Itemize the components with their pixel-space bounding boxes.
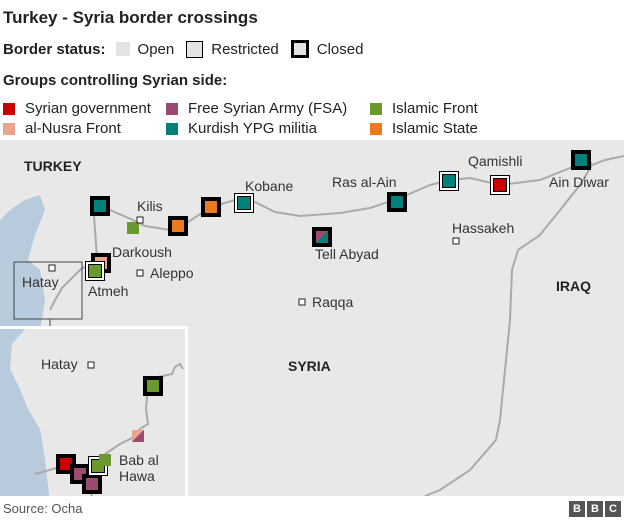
border-crossing-marker[interactable] [99,454,111,466]
place-label-aleppo: Aleppo [150,265,194,281]
inset-label-hatay: Hatay [41,356,78,372]
border-status-label: Border status: [3,40,106,58]
city-marker [298,298,306,306]
legend-swatch [370,102,382,115]
inset-label-bab_al_hawa_2: Hawa [119,468,155,484]
open-label: Open [137,40,175,58]
border-crossing-marker[interactable] [74,468,86,480]
legend-swatch [166,122,178,135]
place-label-raqqa: Raqqa [312,294,354,310]
place-label-hatay: Hatay [22,274,59,290]
legend-swatch [370,122,382,135]
border-crossing-marker[interactable] [147,380,159,392]
city-marker [452,237,460,245]
chart-title: Turkey - Syria border crossings [3,8,258,27]
border-crossing-marker[interactable] [127,222,139,234]
inset-sea [0,329,50,496]
city-marker [87,361,95,369]
border-crossing-marker[interactable] [316,231,328,243]
border-crossing-marker[interactable] [88,264,102,278]
place-label-ain_diwar: Ain Diwar [549,174,609,190]
closed-swatch [290,40,309,58]
legend-label: Islamic Front [392,100,478,117]
place-label-kilis: Kilis [137,198,163,214]
border-crossing-marker[interactable] [60,458,72,470]
border-crossing-marker[interactable] [575,154,587,166]
restricted-label: Restricted [211,40,279,58]
legend-label: Islamic State [392,120,478,137]
country-iraq: IRAQ [556,278,591,294]
legend-swatch [3,122,15,135]
legend-swatch [3,102,15,115]
groups-heading: Groups controlling Syrian side: [3,72,228,89]
city-marker [48,264,56,272]
border-crossing-marker[interactable] [493,178,507,192]
legend-item: Kurdish YPG militia [166,120,317,137]
legend-item: Islamic Front [370,100,478,117]
legend-item: Free Syrian Army (FSA) [166,100,347,117]
inset-label-bab_al_hawa_1: Bab al [119,452,159,468]
place-label-tell_abyad: Tell Abyad [315,246,379,262]
restricted-swatch [186,40,204,58]
border-crossing-marker[interactable] [94,200,106,212]
legend-item: Syrian government [3,100,151,117]
syria-iraq-border [424,164,593,496]
border-crossing-marker[interactable] [172,220,184,232]
city-marker [136,216,144,224]
source-note: Source: Ocha [3,501,83,516]
legend-item: al-Nusra Front [3,120,121,137]
border-crossing-marker[interactable] [132,430,144,442]
legend-label: Syrian government [25,100,151,117]
place-label-ras_al_ain: Ras al-Ain [332,174,397,190]
border-crossing-marker[interactable] [86,478,98,490]
country-turkey: TURKEY [24,158,82,174]
open-swatch [115,42,130,56]
border-crossing-marker[interactable] [442,174,456,188]
place-label-darkoush: Darkoush [112,244,172,260]
legend-swatch [166,102,178,115]
legend-item: Islamic State [370,120,478,137]
legend-label: al-Nusra Front [25,120,121,137]
place-label-hassakeh: Hassakeh [452,220,515,236]
place-label-qamishli: Qamishli [468,153,523,169]
inset-locator [13,261,83,320]
closed-label: Closed [316,40,364,58]
border-crossing-marker[interactable] [391,196,403,208]
place-label-kobane: Kobane [245,178,294,194]
inset-border [34,362,184,496]
country-syria: SYRIA [288,358,331,374]
city-marker [136,269,144,277]
legend-label: Kurdish YPG militia [188,120,317,137]
map-base [0,155,624,496]
place-label-atmeh: Atmeh [88,283,129,299]
border-crossing-marker[interactable] [237,196,251,210]
legend-label: Free Syrian Army (FSA) [188,100,348,117]
map: TURKEY SYRIA IRAQ Hatay Bab al Hawa Kilis K… [0,140,624,496]
border-crossing-marker[interactable] [205,201,217,213]
inset-map: Hatay Bab al Hawa [0,326,188,496]
border-status-legend: Border status: Open Restricted Closed [3,40,375,58]
